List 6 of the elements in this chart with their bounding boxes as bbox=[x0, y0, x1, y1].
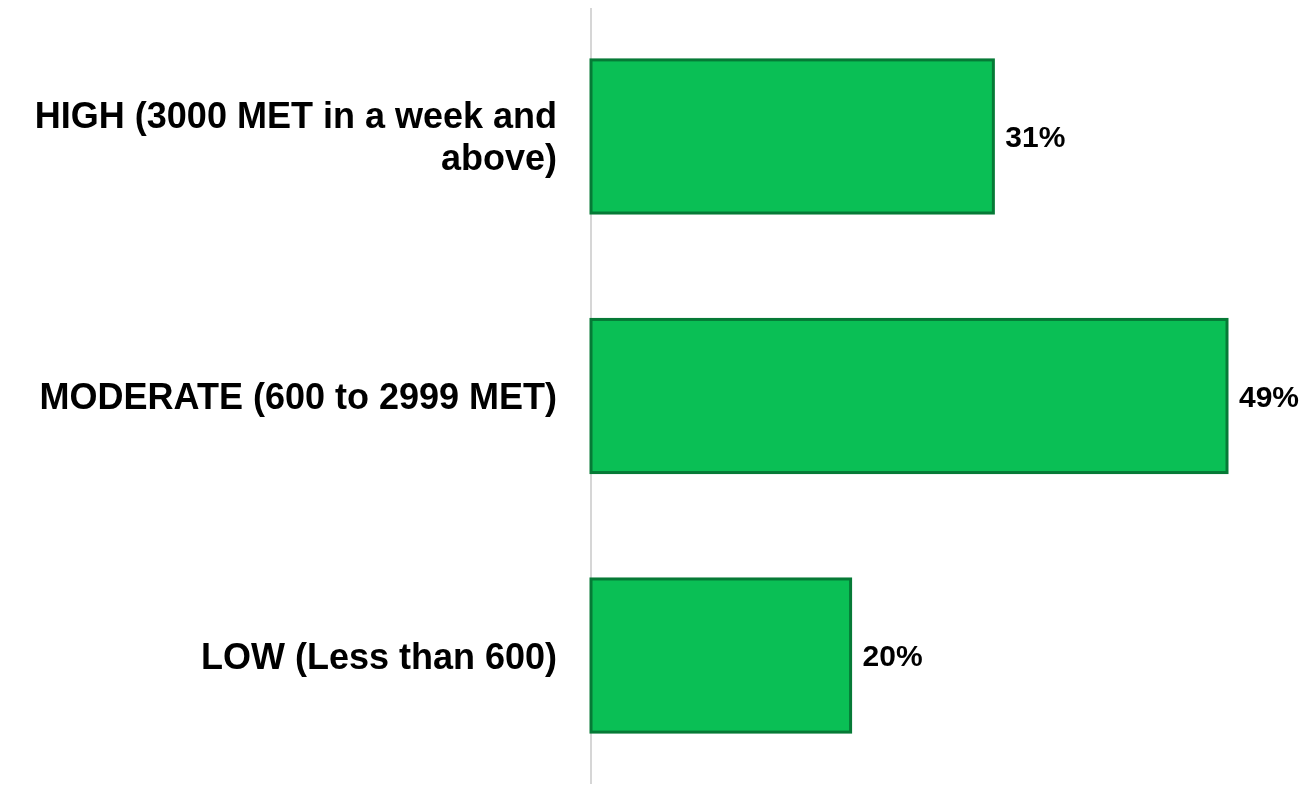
y-tick-label: MODERATE (600 to 2999 MET) bbox=[39, 375, 557, 417]
data-label: 20% bbox=[862, 639, 923, 673]
y-tick-label: HIGH (3000 MET in a week and above) bbox=[34, 94, 557, 178]
y-tick-label: LOW (Less than 600) bbox=[200, 635, 557, 677]
data-label: 31% bbox=[1005, 119, 1066, 153]
data-label: 49% bbox=[1239, 379, 1300, 413]
